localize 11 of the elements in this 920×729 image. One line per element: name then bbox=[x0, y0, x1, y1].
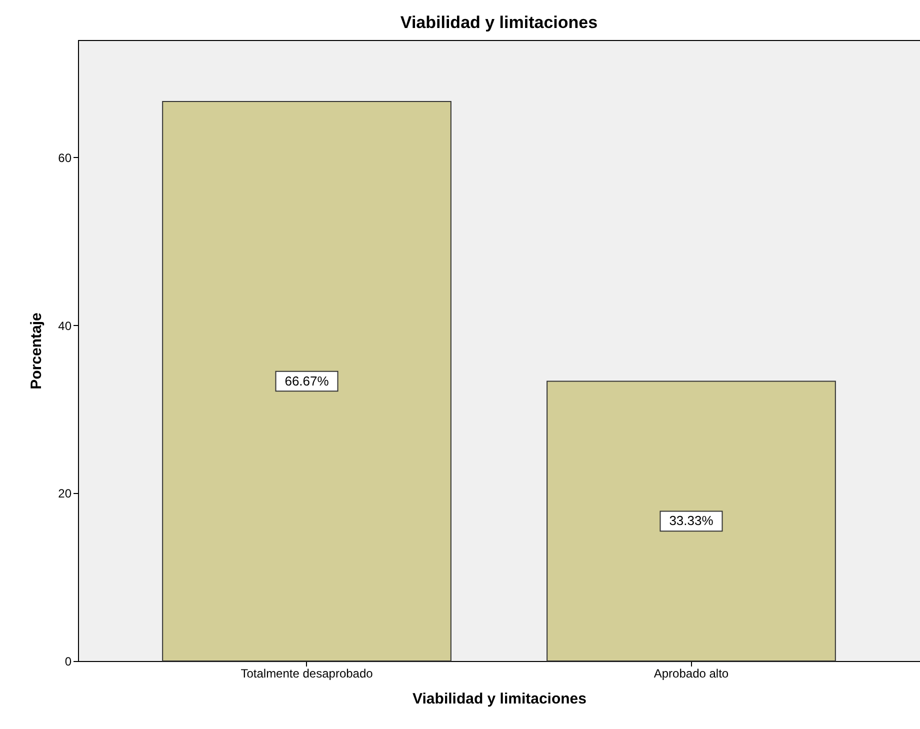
y-tick-label: 60 bbox=[58, 150, 72, 165]
x-axis-title: Viabilidad y limitaciones bbox=[412, 690, 586, 708]
y-tick-label: 40 bbox=[58, 318, 72, 333]
x-tick-label: Totalmente desaprobado bbox=[240, 666, 374, 680]
y-tick-label: 20 bbox=[58, 486, 72, 501]
chart-title: Viabilidad y limitaciones bbox=[400, 13, 598, 32]
y-axis-title: Porcentaje bbox=[28, 312, 46, 390]
y-tick-label: 0 bbox=[64, 654, 72, 668]
x-tick-label: Aprobado alto bbox=[654, 666, 729, 680]
data-label: 66.67% bbox=[284, 373, 330, 388]
data-label: 33.33% bbox=[669, 513, 714, 528]
